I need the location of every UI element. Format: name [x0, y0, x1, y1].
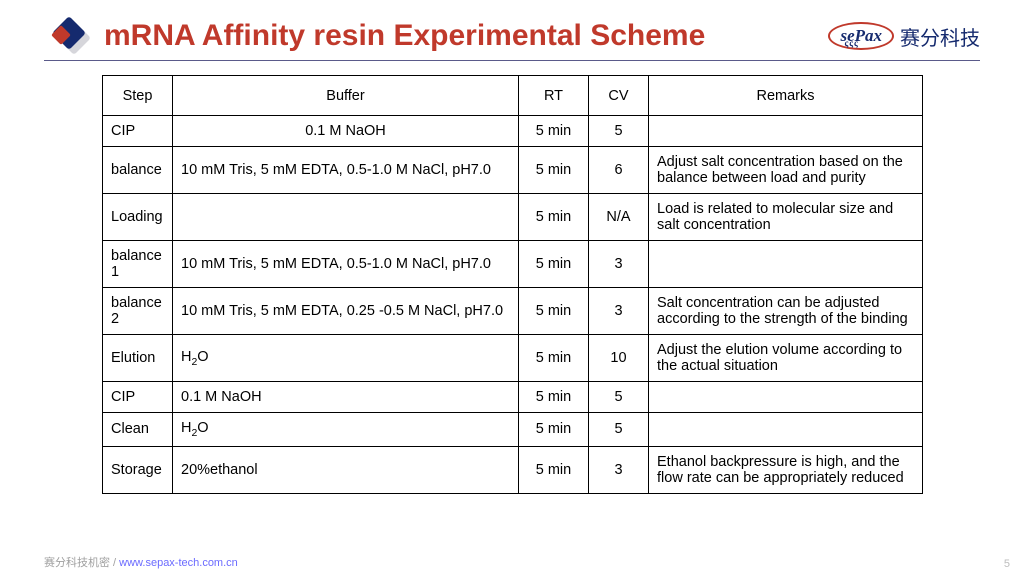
cell-remarks: Adjust the elution volume according to t… — [649, 335, 923, 382]
cell-cv: 3 — [589, 446, 649, 493]
cell-step: balance 1 — [103, 241, 173, 288]
table-row: Storage20%ethanol5 min3Ethanol backpress… — [103, 446, 923, 493]
cell-remarks: Ethanol backpressure is high, and the fl… — [649, 446, 923, 493]
cell-cv: 5 — [589, 413, 649, 447]
footer-label: 赛分科技机密 / — [44, 557, 119, 569]
footer-link[interactable]: www.sepax-tech.com.cn — [119, 557, 238, 569]
slide: mRNA Affinity resin Experimental Scheme … — [0, 0, 1024, 576]
cell-rt: 5 min — [519, 147, 589, 194]
cell-buffer: 10 mM Tris, 5 mM EDTA, 0.5-1.0 M NaCl, p… — [173, 241, 519, 288]
cell-remarks — [649, 116, 923, 147]
cell-remarks — [649, 241, 923, 288]
cell-step: Loading — [103, 194, 173, 241]
table-row: CleanH2O5 min5 — [103, 413, 923, 447]
col-header: Step — [103, 76, 173, 116]
slide-header: mRNA Affinity resin Experimental Scheme … — [44, 18, 980, 61]
cell-step: CIP — [103, 382, 173, 413]
table-row: ElutionH2O5 min10Adjust the elution volu… — [103, 335, 923, 382]
table-row: balance 110 mM Tris, 5 mM EDTA, 0.5-1.0 … — [103, 241, 923, 288]
cell-rt: 5 min — [519, 288, 589, 335]
table-row: balance 210 mM Tris, 5 mM EDTA, 0.25 -0.… — [103, 288, 923, 335]
cell-step: CIP — [103, 116, 173, 147]
cell-buffer — [173, 194, 519, 241]
scheme-table: StepBufferRTCVRemarks CIP0.1 M NaOH5 min… — [102, 75, 923, 494]
cell-buffer: 10 mM Tris, 5 mM EDTA, 0.5-1.0 M NaCl, p… — [173, 147, 519, 194]
cell-remarks: Adjust salt concentration based on the b… — [649, 147, 923, 194]
cell-remarks: Salt concentration can be adjusted accor… — [649, 288, 923, 335]
cell-rt: 5 min — [519, 446, 589, 493]
cell-buffer: 0.1 M NaOH — [173, 116, 519, 147]
col-header: CV — [589, 76, 649, 116]
cell-buffer: 20%ethanol — [173, 446, 519, 493]
brand-sub-icon: ςςς — [844, 38, 858, 48]
brand-cn: 赛分科技 — [900, 22, 980, 51]
cell-cv: N/A — [589, 194, 649, 241]
page-number: 5 — [1004, 558, 1010, 570]
table-row: Loading 5 minN/ALoad is related to molecu… — [103, 194, 923, 241]
table-body: CIP0.1 M NaOH5 min5balance10 mM Tris, 5 … — [103, 116, 923, 494]
cell-rt: 5 min — [519, 194, 589, 241]
scheme-table-wrap: StepBufferRTCVRemarks CIP0.1 M NaOH5 min… — [102, 75, 922, 494]
table-head: StepBufferRTCVRemarks — [103, 76, 923, 116]
cell-buffer: 0.1 M NaOH — [173, 382, 519, 413]
cell-rt: 5 min — [519, 241, 589, 288]
cell-cv: 5 — [589, 116, 649, 147]
cell-step: Elution — [103, 335, 173, 382]
cell-remarks — [649, 413, 923, 447]
cell-remarks — [649, 382, 923, 413]
col-header: Buffer — [173, 76, 519, 116]
cell-cv: 10 — [589, 335, 649, 382]
cell-cv: 5 — [589, 382, 649, 413]
cell-cv: 3 — [589, 241, 649, 288]
cell-cv: 3 — [589, 288, 649, 335]
cell-buffer: H2O — [173, 413, 519, 447]
brand-logo-icon — [54, 18, 90, 54]
cell-cv: 6 — [589, 147, 649, 194]
cell-buffer: 10 mM Tris, 5 mM EDTA, 0.25 -0.5 M NaCl,… — [173, 288, 519, 335]
cell-step: balance 2 — [103, 288, 173, 335]
cell-step: Storage — [103, 446, 173, 493]
table-row: balance10 mM Tris, 5 mM EDTA, 0.5-1.0 M … — [103, 147, 923, 194]
table-row: CIP0.1 M NaOH5 min5 — [103, 116, 923, 147]
table-row: CIP0.1 M NaOH5 min5 — [103, 382, 923, 413]
cell-rt: 5 min — [519, 413, 589, 447]
col-header: Remarks — [649, 76, 923, 116]
footer: 赛分科技机密 / www.sepax-tech.com.cn — [44, 554, 238, 570]
brand-latin: sePax ςςς — [828, 22, 894, 50]
cell-remarks: Load is related to molecular size and sa… — [649, 194, 923, 241]
slide-title: mRNA Affinity resin Experimental Scheme — [104, 19, 814, 53]
cell-rt: 5 min — [519, 335, 589, 382]
brand-lockup: sePax ςςς 赛分科技 — [828, 22, 980, 51]
cell-rt: 5 min — [519, 382, 589, 413]
col-header: RT — [519, 76, 589, 116]
cell-step: Clean — [103, 413, 173, 447]
cell-step: balance — [103, 147, 173, 194]
cell-buffer: H2O — [173, 335, 519, 382]
cell-rt: 5 min — [519, 116, 589, 147]
